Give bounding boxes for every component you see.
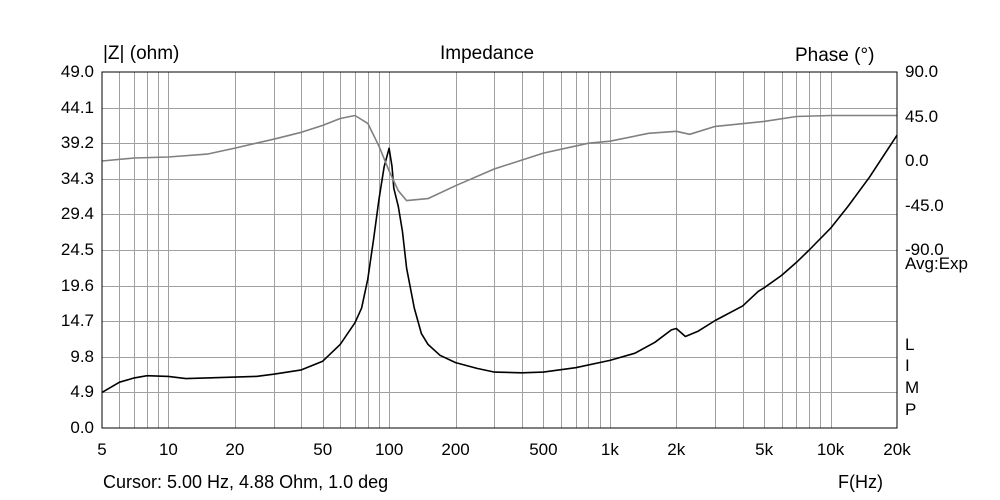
y-right-axis-label: Phase (°) bbox=[795, 45, 875, 66]
y-left-tick-label: 9.8 bbox=[70, 346, 94, 366]
x-tick-label: 500 bbox=[529, 440, 558, 459]
y-left-tick-label: 0.0 bbox=[70, 418, 94, 437]
y-left-tick-label: 4.9 bbox=[70, 382, 94, 402]
y-left-tick-label: 44.1 bbox=[60, 97, 94, 117]
x-tick-label: 200 bbox=[441, 440, 470, 459]
avg-label: Avg:Exp bbox=[905, 254, 969, 273]
limp-label-p: P bbox=[905, 400, 917, 419]
y-right-tick-label: -90.0 bbox=[905, 240, 944, 259]
plot-frame bbox=[101, 71, 898, 429]
y-right-tick-label: 0.0 bbox=[905, 151, 929, 170]
x-tick-label: 100 bbox=[374, 440, 404, 459]
y-left-tick-label: 39.2 bbox=[60, 133, 94, 153]
phase-series-line bbox=[101, 114, 897, 202]
x-tick-label: 10 bbox=[158, 440, 178, 459]
x-tick-label: 50 bbox=[313, 440, 333, 459]
y-left-tick-label: 29.4 bbox=[60, 204, 94, 224]
y-left-tick-label: 19.6 bbox=[60, 275, 94, 295]
x-tick-label: 10k bbox=[816, 440, 845, 459]
y-left-tick-label: 24.5 bbox=[60, 240, 94, 259]
limp-label-i: I bbox=[905, 356, 910, 375]
limp-label-l: L bbox=[905, 335, 915, 354]
x-tick-label: 2k bbox=[667, 440, 686, 459]
y-left-tick-label: 49.0 bbox=[60, 62, 94, 81]
x-tick-label: 20 bbox=[225, 440, 245, 459]
y-right-tick-label: -45.0 bbox=[905, 195, 944, 215]
y-left-tick-label: 14.7 bbox=[60, 311, 94, 331]
x-tick-label: 5k bbox=[755, 440, 774, 459]
x-tick-label: 20k bbox=[883, 440, 911, 459]
x-tick-label: 5 bbox=[97, 440, 107, 459]
x-tick-label: 1k bbox=[600, 440, 619, 459]
y-right-tick-label: 45.0 bbox=[905, 106, 939, 126]
x-axis-label: F(Hz) bbox=[838, 472, 883, 492]
cursor-readout: Cursor: 5.00 Hz, 4.88 Ohm, 1.0 deg bbox=[103, 472, 389, 492]
limp-label-m: M bbox=[905, 378, 920, 397]
chart-title: Impedance bbox=[440, 43, 535, 64]
y-left-tick-label: 34.3 bbox=[60, 168, 94, 188]
grid-lines bbox=[102, 72, 897, 428]
y-left-axis-label: |Z| (ohm) bbox=[103, 43, 180, 64]
y-right-tick-label: 90.0 bbox=[905, 62, 939, 81]
impedance-series-line bbox=[101, 134, 898, 394]
series-layer bbox=[101, 114, 898, 394]
